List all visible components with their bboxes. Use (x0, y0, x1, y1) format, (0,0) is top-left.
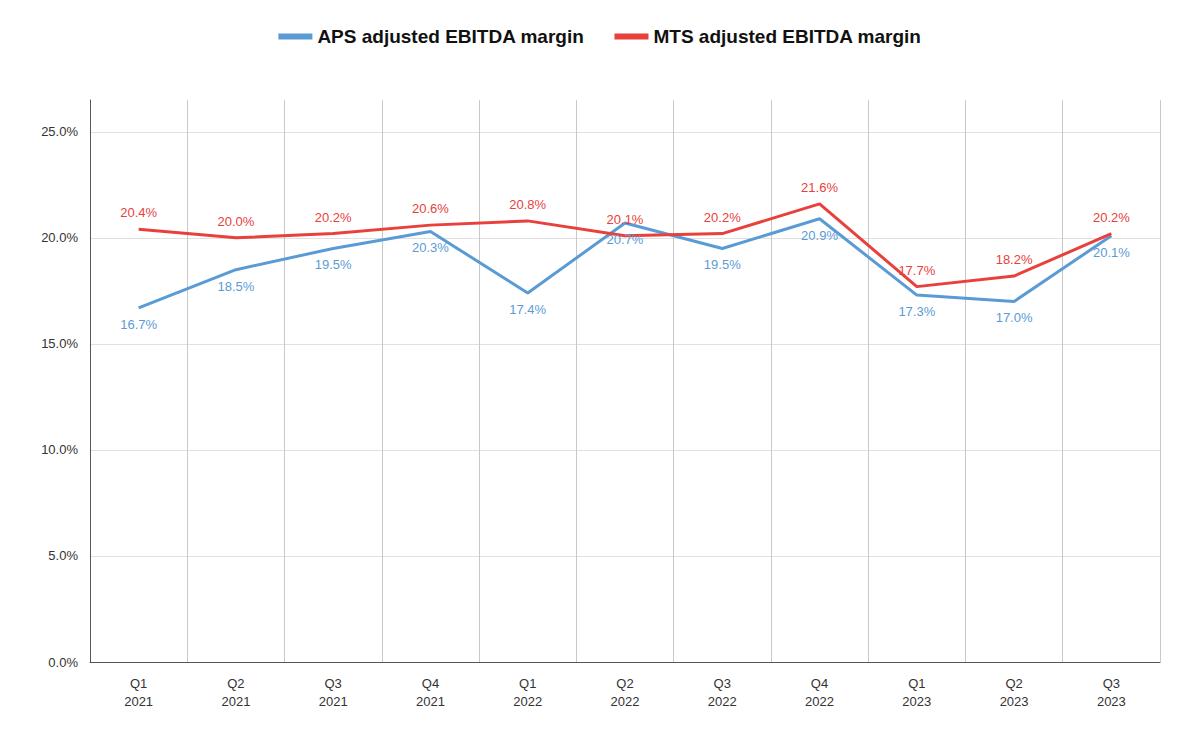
svg-text:18.5%: 18.5% (217, 279, 254, 294)
svg-text:Q4: Q4 (422, 676, 439, 691)
svg-text:19.5%: 19.5% (315, 257, 352, 272)
svg-text:2022: 2022 (708, 694, 737, 709)
svg-text:2023: 2023 (1097, 694, 1126, 709)
svg-text:Q2: Q2 (1005, 676, 1022, 691)
svg-text:2021: 2021 (124, 694, 153, 709)
svg-text:20.0%: 20.0% (217, 214, 254, 229)
svg-text:APS adjusted EBITDA margin: APS adjusted EBITDA margin (317, 26, 583, 47)
svg-text:2022: 2022 (513, 694, 542, 709)
svg-text:20.7%: 20.7% (607, 232, 644, 247)
svg-text:18.2%: 18.2% (996, 252, 1033, 267)
svg-text:20.1%: 20.1% (1093, 245, 1130, 260)
svg-text:15.0%: 15.0% (41, 336, 78, 351)
svg-text:Q2: Q2 (227, 676, 244, 691)
svg-text:20.0%: 20.0% (41, 230, 78, 245)
svg-text:10.0%: 10.0% (41, 442, 78, 457)
svg-text:Q1: Q1 (130, 676, 147, 691)
svg-text:Q3: Q3 (714, 676, 731, 691)
svg-text:Q3: Q3 (1103, 676, 1120, 691)
svg-text:17.0%: 17.0% (996, 310, 1033, 325)
svg-text:Q4: Q4 (811, 676, 828, 691)
svg-text:2021: 2021 (319, 694, 348, 709)
svg-text:Q2: Q2 (616, 676, 633, 691)
svg-text:21.6%: 21.6% (801, 180, 838, 195)
svg-text:20.8%: 20.8% (509, 197, 546, 212)
svg-text:20.6%: 20.6% (412, 201, 449, 216)
svg-text:20.2%: 20.2% (1093, 210, 1130, 225)
svg-text:20.1%: 20.1% (607, 212, 644, 227)
svg-text:20.3%: 20.3% (412, 240, 449, 255)
svg-text:2022: 2022 (611, 694, 640, 709)
svg-text:Q1: Q1 (519, 676, 536, 691)
svg-text:20.2%: 20.2% (704, 210, 741, 225)
svg-text:0.0%: 0.0% (48, 655, 78, 670)
svg-text:Q3: Q3 (325, 676, 342, 691)
svg-text:16.7%: 16.7% (120, 317, 157, 332)
svg-text:2023: 2023 (1000, 694, 1029, 709)
svg-text:25.0%: 25.0% (41, 124, 78, 139)
svg-text:2021: 2021 (221, 694, 250, 709)
svg-text:20.9%: 20.9% (801, 228, 838, 243)
svg-text:17.3%: 17.3% (898, 304, 935, 319)
svg-text:20.2%: 20.2% (315, 210, 352, 225)
svg-text:Q1: Q1 (908, 676, 925, 691)
svg-text:2023: 2023 (902, 694, 931, 709)
svg-text:MTS adjusted EBITDA margin: MTS adjusted EBITDA margin (653, 26, 920, 47)
svg-text:2022: 2022 (805, 694, 834, 709)
svg-text:2021: 2021 (416, 694, 445, 709)
svg-text:20.4%: 20.4% (120, 205, 157, 220)
svg-text:5.0%: 5.0% (48, 548, 78, 563)
svg-text:19.5%: 19.5% (704, 257, 741, 272)
svg-text:17.4%: 17.4% (509, 302, 546, 317)
svg-text:17.7%: 17.7% (898, 263, 935, 278)
